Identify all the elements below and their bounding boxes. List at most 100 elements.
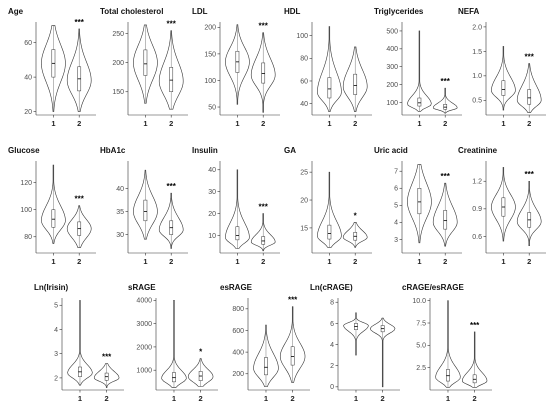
panel-title: sRAGE <box>128 283 156 292</box>
panel-title: Ln(cRAGE) <box>310 283 353 292</box>
y-tick-label: 0.9 <box>472 206 482 213</box>
y-tick-label: 20 <box>300 197 308 204</box>
y-tick-label: 0.5 <box>472 98 482 105</box>
panel-1: Age 20 40 60 1 2 *** <box>8 7 96 128</box>
y-tick-label: 200 <box>232 371 244 378</box>
significance-marker: *** <box>259 203 269 212</box>
panel-title: Insulin <box>192 146 218 155</box>
x-tick-label: 2 <box>291 394 295 403</box>
box-group-1 <box>327 77 332 99</box>
y-tick-label: 1.0 <box>472 73 482 80</box>
x-tick-label: 1 <box>172 394 176 403</box>
x-tick-label: 1 <box>235 257 239 266</box>
y-tick-label: 10.0 <box>412 298 426 305</box>
y-tick-label: 1.5 <box>472 49 482 56</box>
panel-6: NEFA 0.5 1.0 1.5 2.0 1 2 *** <box>458 7 546 128</box>
panel-title: NEFA <box>458 7 480 16</box>
box-group-1 <box>264 357 268 376</box>
x-tick-label: 2 <box>527 119 531 128</box>
box-group-1 <box>417 188 422 215</box>
y-tick-label: 6 <box>330 321 334 328</box>
y-tick-label: 2 <box>54 375 58 382</box>
significance-marker: *** <box>525 170 535 179</box>
y-tick-label: 0 <box>330 384 334 391</box>
y-tick-label: 1.2 <box>472 179 482 186</box>
y-tick-label: 100 <box>386 100 398 107</box>
y-tick-label: 2000 <box>136 344 152 351</box>
box-group-1 <box>417 97 422 107</box>
y-tick-label: 40 <box>24 75 32 82</box>
x-tick-label: 2 <box>261 257 265 266</box>
x-tick-label: 2 <box>199 394 203 403</box>
panel-16: Ln(cRAGE) 0 2 4 6 8 1 2 <box>310 283 400 403</box>
y-tick-label: 7 <box>394 169 398 176</box>
y-tick-label: 40 <box>300 101 308 108</box>
x-tick-label: 1 <box>417 119 421 128</box>
x-tick-label: 1 <box>501 257 505 266</box>
y-tick-label: 80 <box>300 56 308 63</box>
significance-marker: *** <box>75 195 85 204</box>
box-group-1 <box>501 80 506 96</box>
panel-title: Glucose <box>8 146 40 155</box>
significance-marker: *** <box>441 172 451 181</box>
significance-marker: *** <box>441 77 451 86</box>
x-tick-label: 2 <box>261 119 265 128</box>
panel-4: HDL 40 60 80 100 1 2 <box>284 7 372 128</box>
x-tick-label: 1 <box>235 119 239 128</box>
panel-11: Uric acid 3 4 5 6 7 1 2 *** <box>374 146 462 266</box>
y-tick-label: 5 <box>394 203 398 210</box>
panel-title: LDL <box>192 7 208 16</box>
x-tick-label: 2 <box>353 119 357 128</box>
x-tick-label: 2 <box>527 257 531 266</box>
y-tick-label: 3 <box>394 237 398 244</box>
panel-7: Glucose 80 100 120 1 2 *** <box>8 146 96 266</box>
box-group-1 <box>143 199 148 222</box>
significance-marker: *** <box>102 352 112 361</box>
panel-14: sRAGE 1000 2000 3000 4000 1 2 * <box>128 283 218 403</box>
y-tick-label: 60 <box>300 78 308 85</box>
significance-marker: *** <box>167 182 177 191</box>
box-group-1 <box>172 372 176 383</box>
box-group-2 <box>290 346 295 366</box>
panel-13: Ln(Irisin) 2 3 4 5 1 2 *** <box>34 283 124 403</box>
y-tick-label: 15 <box>300 225 308 232</box>
x-tick-label: 2 <box>473 394 477 403</box>
y-tick-label: 1000 <box>136 368 152 375</box>
y-tick-label: 5 <box>54 303 58 310</box>
y-tick-label: 500 <box>386 28 398 35</box>
panel-17: cRAGE/esRAGE 2.5 5.0 7.5 10.0 1 2 *** <box>402 283 492 403</box>
significance-marker: *** <box>167 20 177 29</box>
panel-title: Uric acid <box>374 146 408 155</box>
y-tick-label: 4 <box>394 220 398 227</box>
y-tick-label: 10 <box>208 233 216 240</box>
panel-title: Total cholesterol <box>100 7 163 16</box>
panel-12: Creatinine 0.6 0.9 1.2 1 2 *** <box>458 146 546 266</box>
x-tick-label: 2 <box>77 119 81 128</box>
y-tick-label: 400 <box>386 46 398 53</box>
y-tick-label: 250 <box>112 31 124 38</box>
panel-2: Total cholesterol 150 200 250 1 2 *** <box>100 7 188 128</box>
y-tick-label: 200 <box>386 82 398 89</box>
y-tick-label: 50 <box>208 104 216 111</box>
x-tick-label: 1 <box>78 394 82 403</box>
panel-15: esRAGE 200 400 600 800 1 2 *** <box>220 283 310 403</box>
x-tick-label: 1 <box>143 119 147 128</box>
y-tick-label: 4 <box>330 342 334 349</box>
y-tick-label: 30 <box>208 189 216 196</box>
y-tick-label: 300 <box>386 64 398 71</box>
panel-title: Ln(Irisin) <box>34 283 69 292</box>
y-tick-label: 3000 <box>136 321 152 328</box>
panel-title: Creatinine <box>458 146 498 155</box>
box-group-1 <box>327 224 332 240</box>
x-tick-label: 1 <box>327 257 331 266</box>
x-tick-label: 2 <box>443 257 447 266</box>
y-tick-label: 200 <box>204 25 216 32</box>
box-group-2 <box>169 67 174 93</box>
box-group-2 <box>261 236 266 245</box>
box-group-2 <box>353 73 358 95</box>
panel-title: HDL <box>284 7 301 16</box>
y-tick-label: 2 <box>330 363 334 370</box>
y-tick-label: 100 <box>204 78 216 85</box>
y-tick-label: 40 <box>116 186 124 193</box>
y-tick-label: 25 <box>300 170 308 177</box>
